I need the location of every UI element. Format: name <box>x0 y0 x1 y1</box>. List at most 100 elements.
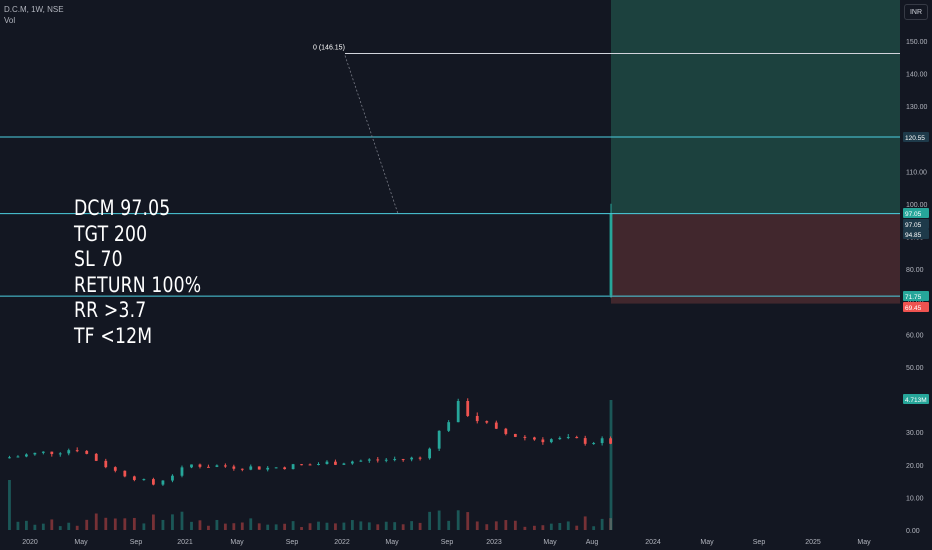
candle <box>558 437 562 440</box>
candle <box>291 464 295 470</box>
candle <box>428 448 432 459</box>
time-tick-label: Sep <box>130 539 143 546</box>
candle <box>180 467 184 476</box>
volume-bar <box>485 524 489 530</box>
volume-bar <box>558 523 562 530</box>
volume-bar <box>8 480 11 530</box>
price-tick-label: 60.00 <box>906 332 924 339</box>
price-tick-label: 150.00 <box>906 39 928 46</box>
time-axis[interactable]: 2020 May Sep 2021 May Sep 2022 May Sep 2023 May Aug… <box>22 539 871 546</box>
volume-bar <box>240 522 244 530</box>
candle <box>609 213 613 296</box>
price-tick-label: 20.00 <box>906 463 924 470</box>
high-label: 0 (146.15) <box>313 45 345 52</box>
volume-bar <box>523 526 527 530</box>
candle <box>376 459 380 461</box>
volume-bar <box>533 525 536 530</box>
volume-bar <box>249 518 253 530</box>
candle <box>523 436 527 438</box>
volume-bar <box>504 520 508 530</box>
candle <box>50 451 54 455</box>
volume-bar <box>393 522 397 530</box>
candle <box>249 466 253 470</box>
plan-return: RETURN 100% <box>74 272 202 297</box>
candle <box>384 459 388 461</box>
time-tick-label: 2025 <box>805 539 821 546</box>
candle <box>152 479 155 485</box>
candle <box>592 443 596 445</box>
price-tag-label: 71.75 <box>905 294 922 301</box>
candle <box>317 464 320 466</box>
price-tick-label: 10.00 <box>906 495 924 502</box>
volume-bar <box>75 525 79 530</box>
candle <box>257 466 261 470</box>
price-tick-label: 130.00 <box>906 104 928 111</box>
symbol-header[interactable]: D.C.M, 1W, NSE <box>4 5 64 14</box>
volume-bar <box>437 510 441 530</box>
high-annotation: 0 (146.15) <box>313 45 900 214</box>
candle <box>342 463 346 465</box>
plan-entry: DCM 97.05 <box>74 196 171 220</box>
volume-bar <box>232 523 236 530</box>
time-tick-label: May <box>543 539 557 546</box>
currency-badge[interactable]: INR <box>904 4 928 20</box>
price-tag <box>903 132 929 143</box>
volume-bar <box>575 525 579 530</box>
candle <box>600 438 604 444</box>
price-tick-label: 100.00 <box>906 202 928 209</box>
volume-bar <box>609 518 612 530</box>
volume-bar <box>300 527 303 530</box>
candle <box>325 461 329 465</box>
stoploss-zone <box>611 213 932 304</box>
volume-bar <box>334 523 337 530</box>
time-tick-label: 2021 <box>177 539 193 546</box>
volume-bar <box>274 524 278 530</box>
candle <box>171 475 174 481</box>
volume-legend[interactable]: Vol <box>4 16 16 25</box>
candle <box>504 428 508 434</box>
volume-bar <box>50 519 54 530</box>
price-axis-bg <box>900 0 932 550</box>
volume-bar <box>376 524 380 530</box>
candle <box>283 467 287 470</box>
volume-bar <box>123 518 127 530</box>
plan-rr: RR >3.7 <box>74 298 147 322</box>
time-tick-label: Sep <box>753 539 766 546</box>
volume-bar <box>418 522 422 530</box>
candle <box>583 438 587 444</box>
price-tag <box>903 302 929 312</box>
candle <box>58 453 62 455</box>
volume-bar <box>161 519 165 530</box>
volume-bar <box>583 516 587 530</box>
volume-bar <box>566 521 570 530</box>
volume-bar <box>317 521 320 530</box>
candle <box>541 439 545 443</box>
candle <box>475 415 479 422</box>
volume-bar <box>266 524 270 530</box>
candle <box>75 450 79 452</box>
price-axis[interactable]: 0.0010.0020.0030.0040.0050.0060.0070.008… <box>900 0 932 550</box>
candle <box>609 438 612 444</box>
time-tick-label: May <box>385 539 399 546</box>
price-tag <box>903 291 929 301</box>
price-tag-label: 69.45 <box>905 305 922 312</box>
volume-bar <box>513 520 517 530</box>
price-tick-label: 110.00 <box>906 169 927 176</box>
candle <box>575 437 579 439</box>
candle <box>401 459 405 461</box>
volume-bar <box>359 521 363 530</box>
volume-bar <box>142 523 146 530</box>
candle <box>274 467 278 469</box>
volume-bar <box>104 517 108 530</box>
candle <box>533 437 536 440</box>
volume-bar <box>456 510 460 530</box>
volume-bar <box>410 521 414 530</box>
volume-bar <box>67 522 71 530</box>
volume-bar <box>283 523 287 530</box>
candle <box>190 464 193 468</box>
candle <box>232 466 236 469</box>
horizontal-lines <box>0 136 900 297</box>
volume-bar <box>180 511 184 530</box>
time-tick-label: Sep <box>441 539 454 546</box>
